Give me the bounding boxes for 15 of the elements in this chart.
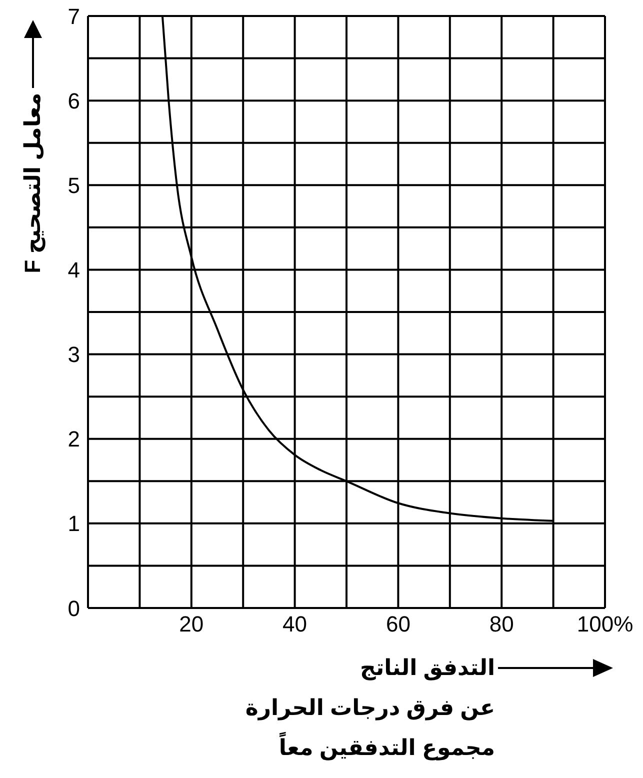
x-tick-label: 60	[386, 612, 410, 637]
y-tick-label: 7	[68, 4, 80, 29]
y-tick-label: 1	[68, 511, 80, 536]
y-tick-label: 6	[68, 88, 80, 114]
y-tick-label: 5	[68, 172, 80, 198]
y-axis-title: معامل التصحيح F	[20, 92, 46, 274]
y-tick-label: 0	[68, 596, 80, 621]
x-tick-label: 80	[489, 612, 514, 637]
y-tick-label: 3	[68, 342, 80, 368]
y-tick-label: 2	[68, 426, 80, 452]
x-tick-label: 100%	[576, 612, 634, 637]
x-tick-label: 20	[179, 612, 204, 637]
x-tick-label: 40	[282, 612, 308, 637]
y-tick-label: 4	[68, 258, 80, 283]
x-axis-title: التدفق الناتج عن فرق درجات الحرارة مجموع التدفقين معاً	[245, 654, 495, 762]
